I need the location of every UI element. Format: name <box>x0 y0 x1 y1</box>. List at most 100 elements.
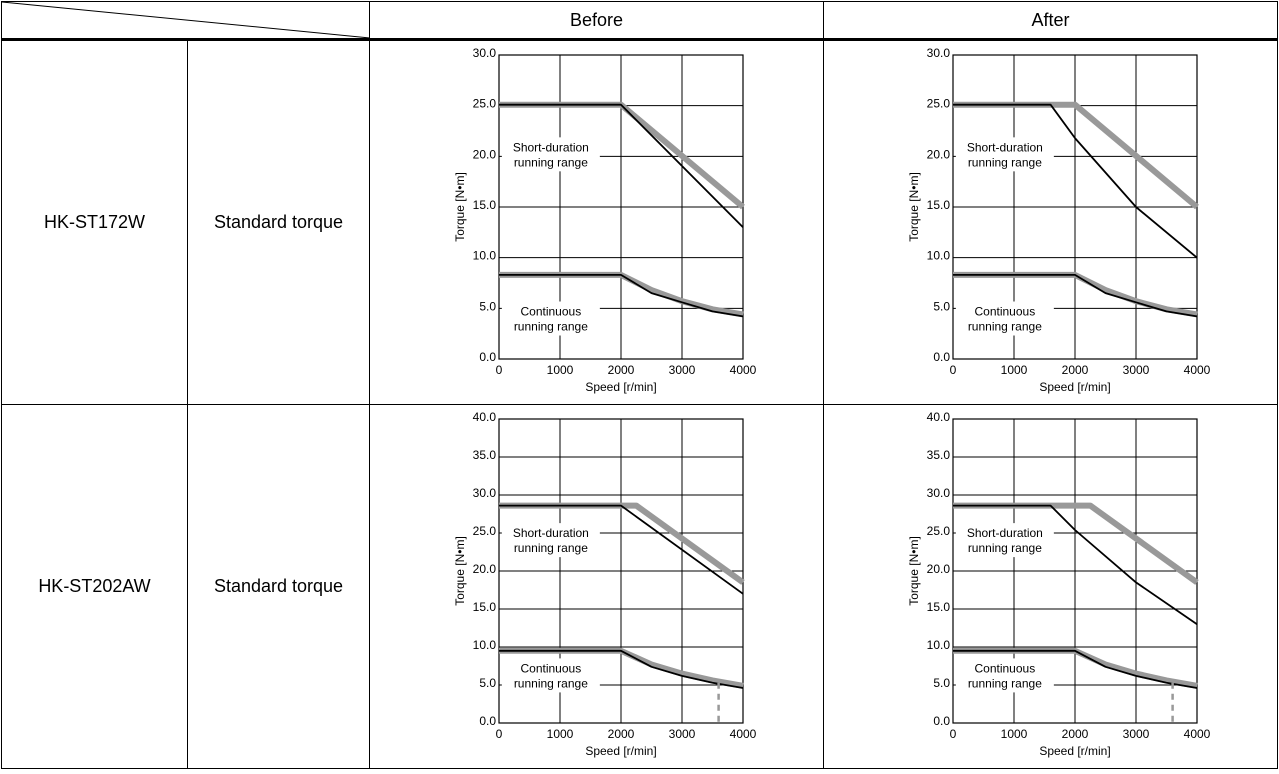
y-tick-label: 15.0 <box>926 600 950 614</box>
range-annotation-label: Continuous <box>974 661 1035 675</box>
y-tick-label: 15.0 <box>472 198 496 212</box>
y-tick-label: 10.0 <box>926 248 950 262</box>
y-axis-label: Torque [N•m] <box>453 536 467 606</box>
x-axis-label: Speed [r/min] <box>585 744 656 758</box>
x-tick-label: 1000 <box>1000 363 1027 377</box>
plot-frame <box>497 417 744 724</box>
annotation-background <box>955 136 1054 171</box>
y-tick-label: 25.0 <box>472 524 496 538</box>
annotation-background <box>501 522 600 557</box>
table-row: HK-ST202AW Standard torque 0 1000 2000 3000… <box>1 404 1278 769</box>
y-tick-label: 30.0 <box>472 46 496 60</box>
x-tick-label: 3000 <box>1122 363 1149 377</box>
y-tick-label: 35.0 <box>926 448 950 462</box>
range-annotation-label: running range <box>967 155 1041 169</box>
annotation-background <box>501 300 600 335</box>
torque-speed-chart: 0 1000 2000 3000 4000 0.0 5.0 10.0 15.0 20.0 25.0 3… <box>453 410 757 758</box>
series-line-black-thin <box>498 273 743 317</box>
y-tick-label: 0.0 <box>933 350 950 364</box>
torque-speed-chart: 0 1000 2000 3000 4000 0.0 5.0 10.0 15.0 20.0 25.0 3… <box>453 46 757 394</box>
y-tick-label: 5.0 <box>933 299 950 313</box>
torque-type-cell: Standard torque <box>187 39 370 405</box>
chart-cell-before: 0 1000 2000 3000 4000 0.0 5.0 10.0 15.0 20.0 25.0 3… <box>369 404 824 769</box>
y-tick-label: 5.0 <box>479 676 496 690</box>
torque-speed-chart: 0 1000 2000 3000 4000 0.0 5.0 10.0 15.0 20.0 25.0 3… <box>907 46 1211 394</box>
x-tick-label: 1000 <box>1000 727 1027 741</box>
y-tick-label: 15.0 <box>926 198 950 212</box>
y-tick-label: 20.0 <box>472 147 496 161</box>
x-tick-label: 0 <box>495 727 502 741</box>
y-tick-label: 20.0 <box>926 147 950 161</box>
plot-frame <box>951 417 1198 724</box>
y-tick-label: 10.0 <box>472 638 496 652</box>
y-tick-label: 10.0 <box>472 248 496 262</box>
y-tick-label: 35.0 <box>472 448 496 462</box>
annotation-background <box>501 136 600 171</box>
torque-speed-chart: 0 1000 2000 3000 4000 0.0 5.0 10.0 15.0 20.0 25.0 3… <box>907 410 1211 758</box>
x-tick-label: 4000 <box>729 727 756 741</box>
x-tick-label: 3000 <box>668 727 695 741</box>
y-tick-label: 10.0 <box>926 638 950 652</box>
motor-model-cell: HK-ST202AW <box>1 404 188 769</box>
y-tick-label: 0.0 <box>479 714 496 728</box>
y-tick-label: 0.0 <box>933 714 950 728</box>
y-tick-label: 0.0 <box>479 350 496 364</box>
x-tick-label: 0 <box>495 363 502 377</box>
corner-header-cell <box>1 1 370 41</box>
range-annotation-label: running range <box>513 319 587 333</box>
y-tick-label: 30.0 <box>926 46 950 60</box>
x-tick-label: 2000 <box>1061 363 1088 377</box>
y-tick-label: 25.0 <box>926 96 950 110</box>
y-tick-label: 5.0 <box>933 676 950 690</box>
x-tick-label: 2000 <box>607 363 634 377</box>
range-annotation-label: Continuous <box>974 304 1035 318</box>
chart-cell-after: 0 1000 2000 3000 4000 0.0 5.0 10.0 15.0 20.0 25.0 3… <box>823 39 1278 405</box>
series-line-black-thin <box>498 504 744 595</box>
x-tick-label: 0 <box>949 727 956 741</box>
annotation-background <box>501 657 600 692</box>
y-tick-label: 25.0 <box>472 96 496 110</box>
series-line-black-thin <box>952 273 1197 317</box>
x-tick-label: 4000 <box>729 363 756 377</box>
y-tick-label: 15.0 <box>472 600 496 614</box>
y-tick-label: 20.0 <box>926 562 950 576</box>
y-tick-label: 5.0 <box>479 299 496 313</box>
y-tick-label: 40.0 <box>472 410 496 424</box>
x-axis-label: Speed [r/min] <box>1039 380 1110 394</box>
annotation-background <box>955 300 1054 335</box>
range-annotation-label: Short-duration <box>966 140 1042 154</box>
range-annotation-label: running range <box>967 319 1041 333</box>
table-row: HK-ST172W Standard torque 0 1000 2000 3000 4… <box>1 39 1278 405</box>
y-tick-label: 30.0 <box>472 486 496 500</box>
annotation-background <box>955 522 1054 557</box>
x-axis-label: Speed [r/min] <box>585 380 656 394</box>
series-line-black-thin <box>498 103 744 228</box>
y-tick-label: 25.0 <box>926 524 950 538</box>
corner-diagonal-line <box>2 2 370 38</box>
torque-type-cell: Standard torque <box>187 404 370 769</box>
series-line-black-thin <box>952 504 1198 625</box>
x-axis-label: Speed [r/min] <box>1039 744 1110 758</box>
x-tick-label: 2000 <box>607 727 634 741</box>
column-header-before: Before <box>369 1 824 41</box>
chart-cell-before: 0 1000 2000 3000 4000 0.0 5.0 10.0 15.0 20.0 25.0 3… <box>369 39 824 405</box>
range-annotation-label: running range <box>967 676 1041 690</box>
y-tick-label: 30.0 <box>926 486 950 500</box>
range-annotation-label: running range <box>967 541 1041 555</box>
range-annotation-label: Continuous <box>520 304 581 318</box>
x-tick-label: 4000 <box>1183 727 1210 741</box>
x-tick-label: 3000 <box>1122 727 1149 741</box>
y-tick-label: 20.0 <box>472 562 496 576</box>
range-annotation-label: running range <box>513 676 587 690</box>
x-tick-label: 1000 <box>546 727 573 741</box>
y-axis-label: Torque [N•m] <box>453 172 467 242</box>
x-tick-label: 0 <box>949 363 956 377</box>
y-axis-label: Torque [N•m] <box>907 172 921 242</box>
annotation-background <box>955 657 1054 692</box>
range-annotation-label: Short-duration <box>512 140 588 154</box>
range-annotation-label: Short-duration <box>966 526 1042 540</box>
range-annotation-label: running range <box>513 155 587 169</box>
x-tick-label: 3000 <box>668 363 695 377</box>
